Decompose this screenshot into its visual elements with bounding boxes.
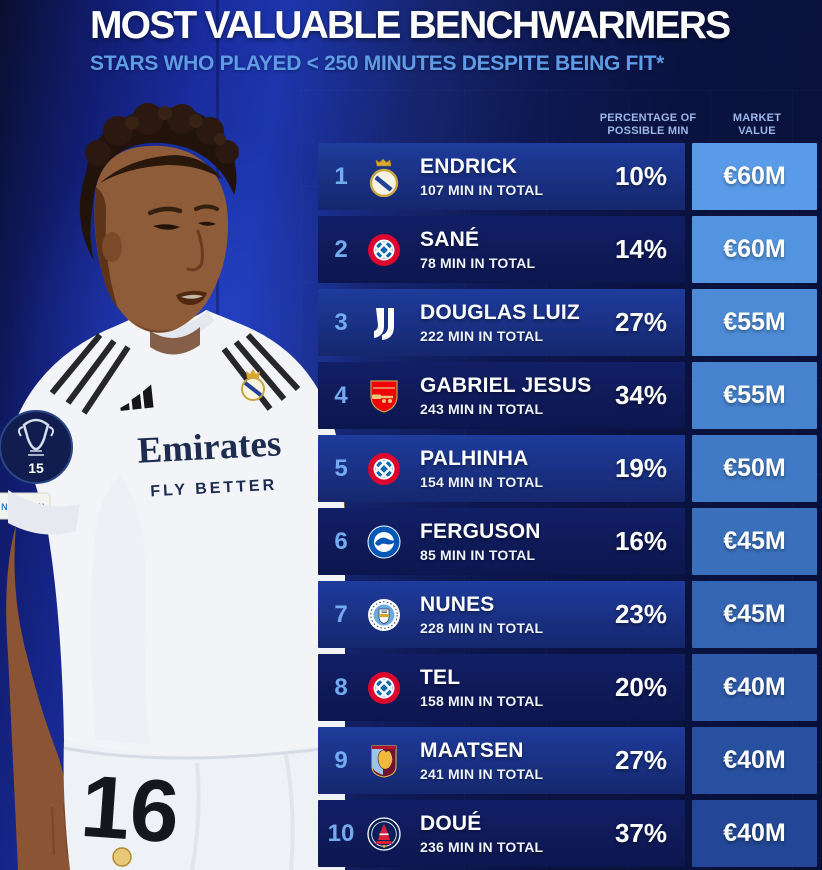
percentage-value: 27%	[614, 307, 668, 337]
player-name: ENDRICK	[420, 154, 518, 178]
market-value-cell: €55M	[692, 362, 817, 429]
club-badge-brighton-icon	[364, 522, 404, 562]
club-badge-psg-icon	[364, 814, 404, 854]
column-header-market-value: MARKET VALUE	[732, 112, 782, 137]
rank-label: 9	[334, 746, 348, 774]
jersey-sponsor-text: Emirates	[136, 423, 282, 471]
club-badge-real-madrid-icon	[364, 157, 404, 197]
market-value-cell: €50M	[692, 435, 817, 502]
player-photo-illustration: Emirates FLY BETTER 15 NDATION 16	[0, 103, 345, 870]
player-minutes: 236 MIN IN TOTAL	[420, 838, 544, 855]
table-row: 2 SANÉ 78 MIN IN TOTAL 14% €60M	[318, 216, 817, 283]
rank-label: 5	[334, 454, 348, 482]
table-row: 10 DOUÉ 236 MIN IN TOTAL 37% €40M	[318, 800, 817, 867]
player-minutes: 228 MIN IN TOTAL	[420, 619, 544, 636]
rank-label: 4	[334, 381, 348, 409]
player-name: SANÉ	[420, 227, 480, 251]
percentage-value: 10%	[614, 161, 668, 191]
market-value-cell: €40M	[692, 654, 817, 721]
table-row: 4 GABRIEL JESUS 243 MIN IN TOTAL 34% €55…	[318, 362, 817, 429]
player-name: GABRIEL JESUS	[420, 373, 592, 397]
ucl-winners-badge-icon: 15	[0, 410, 73, 484]
player-name: FERGUSON	[420, 519, 541, 543]
player-minutes: 241 MIN IN TOTAL	[420, 765, 544, 782]
rank-label: 2	[334, 235, 348, 263]
player-minutes: 154 MIN IN TOTAL	[420, 473, 544, 490]
page-subtitle: STARS WHO PLAYED < 250 MINUTES DESPITE B…	[90, 52, 664, 75]
header: MOST VALUABLE BENCHWARMERS STARS WHO PLA…	[90, 4, 731, 77]
rank-label: 3	[334, 308, 348, 336]
percentage-value: 37%	[614, 818, 668, 848]
percentage-value: 27%	[614, 745, 668, 775]
rankings-table: 1 ENDRICK 107 MIN IN TOTAL 10% €60M 2 SA…	[318, 143, 817, 867]
table-row: 3 DOUGLAS LUIZ 222 MIN IN TOTAL 27% €55M	[318, 289, 817, 356]
player-minutes: 243 MIN IN TOTAL	[420, 400, 544, 417]
player-minutes: 158 MIN IN TOTAL	[420, 692, 544, 709]
market-value-cell: €55M	[692, 289, 817, 356]
percentage-value: 20%	[614, 672, 668, 702]
club-badge-manchester-city-icon	[364, 595, 404, 635]
rank-label: 1	[334, 162, 348, 190]
player-name: DOUÉ	[420, 811, 482, 835]
player-name: NUNES	[420, 592, 495, 616]
market-value-cell: €60M	[692, 143, 817, 210]
market-value-cell: €45M	[692, 581, 817, 648]
rank-label: 8	[334, 673, 348, 701]
club-badge-juventus-icon	[364, 303, 404, 343]
percentage-value: 19%	[614, 453, 668, 483]
table-row: 5 PALHINHA 154 MIN IN TOTAL 19% €50M	[318, 435, 817, 502]
table-row: 1 ENDRICK 107 MIN IN TOTAL 10% €60M	[318, 143, 817, 210]
player-name: PALHINHA	[420, 446, 529, 470]
percentage-value: 16%	[614, 526, 668, 556]
page-title: MOST VALUABLE BENCHWARMERS	[90, 4, 731, 47]
market-value-cell: €45M	[692, 508, 817, 575]
player-minutes: 78 MIN IN TOTAL	[420, 254, 536, 271]
percentage-value: 23%	[614, 599, 668, 629]
table-row: 6 FERGUSON 85 MIN IN TOTAL 16% €45M	[318, 508, 817, 575]
player-name: MAATSEN	[420, 738, 524, 762]
club-badge-arsenal-icon	[364, 376, 404, 416]
table-row: 9 MAATSEN 241 MIN IN TOTAL 27% €40M	[318, 727, 817, 794]
rank-label: 6	[334, 527, 348, 555]
club-badge-bayern-icon	[364, 230, 404, 270]
percentage-value: 34%	[614, 380, 668, 410]
market-value-cell: €40M	[692, 800, 817, 867]
club-badge-bayern-icon	[364, 449, 404, 489]
svg-text:15: 15	[28, 460, 44, 476]
player-minutes: 222 MIN IN TOTAL	[420, 327, 544, 344]
table-row: 8 TEL 158 MIN IN TOTAL 20% €40M	[318, 654, 817, 721]
player-name: TEL	[420, 665, 461, 689]
club-badge-bayern-icon	[364, 668, 404, 708]
rank-label: 7	[334, 600, 348, 628]
column-header-percentage: PERCENTAGE OF POSSIBLE MIN	[599, 112, 697, 137]
player-minutes: 107 MIN IN TOTAL	[420, 181, 544, 198]
player-minutes: 85 MIN IN TOTAL	[420, 546, 536, 563]
shorts-number-text: 16	[78, 756, 183, 862]
percentage-value: 14%	[614, 234, 668, 264]
market-value-cell: €60M	[692, 216, 817, 283]
market-value-cell: €40M	[692, 727, 817, 794]
rank-label: 10	[327, 819, 355, 847]
club-badge-aston-villa-icon	[364, 741, 404, 781]
player-name: DOUGLAS LUIZ	[420, 300, 580, 324]
table-row: 7 NUNES 228 MIN IN TOTAL 23% €45M	[318, 581, 817, 648]
